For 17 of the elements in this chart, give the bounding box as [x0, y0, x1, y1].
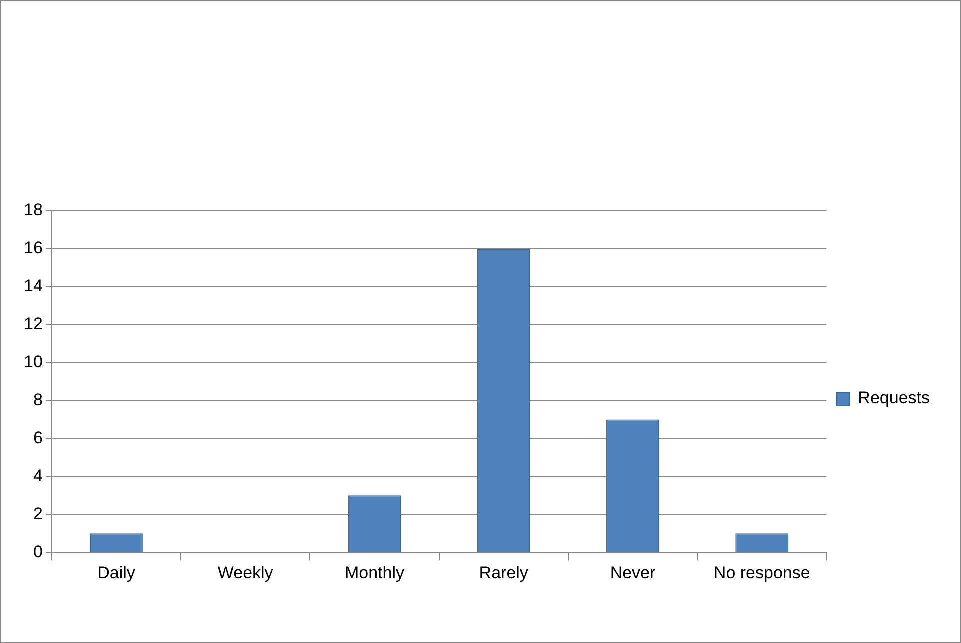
y-tick-label: 10: [24, 352, 43, 372]
y-tick-label: 4: [33, 466, 43, 486]
x-tick-label: Daily: [98, 563, 136, 582]
x-tick-label: Rarely: [479, 563, 529, 582]
legend-label: Requests: [858, 388, 930, 408]
y-tick-label: 6: [33, 428, 43, 448]
y-tick-label: 8: [33, 390, 43, 410]
y-tick-label: 18: [24, 200, 43, 220]
y-tick-label: 14: [24, 276, 43, 296]
x-tick-label: Never: [610, 563, 656, 582]
x-tick-label: Weekly: [218, 563, 274, 582]
y-tick-label: 12: [24, 314, 43, 334]
x-tick-label: No response: [714, 563, 810, 582]
y-tick-label: 2: [33, 504, 43, 524]
y-tick-label: 0: [33, 542, 43, 562]
y-tick-label: 16: [24, 238, 43, 258]
x-tick-label: Monthly: [344, 563, 405, 582]
